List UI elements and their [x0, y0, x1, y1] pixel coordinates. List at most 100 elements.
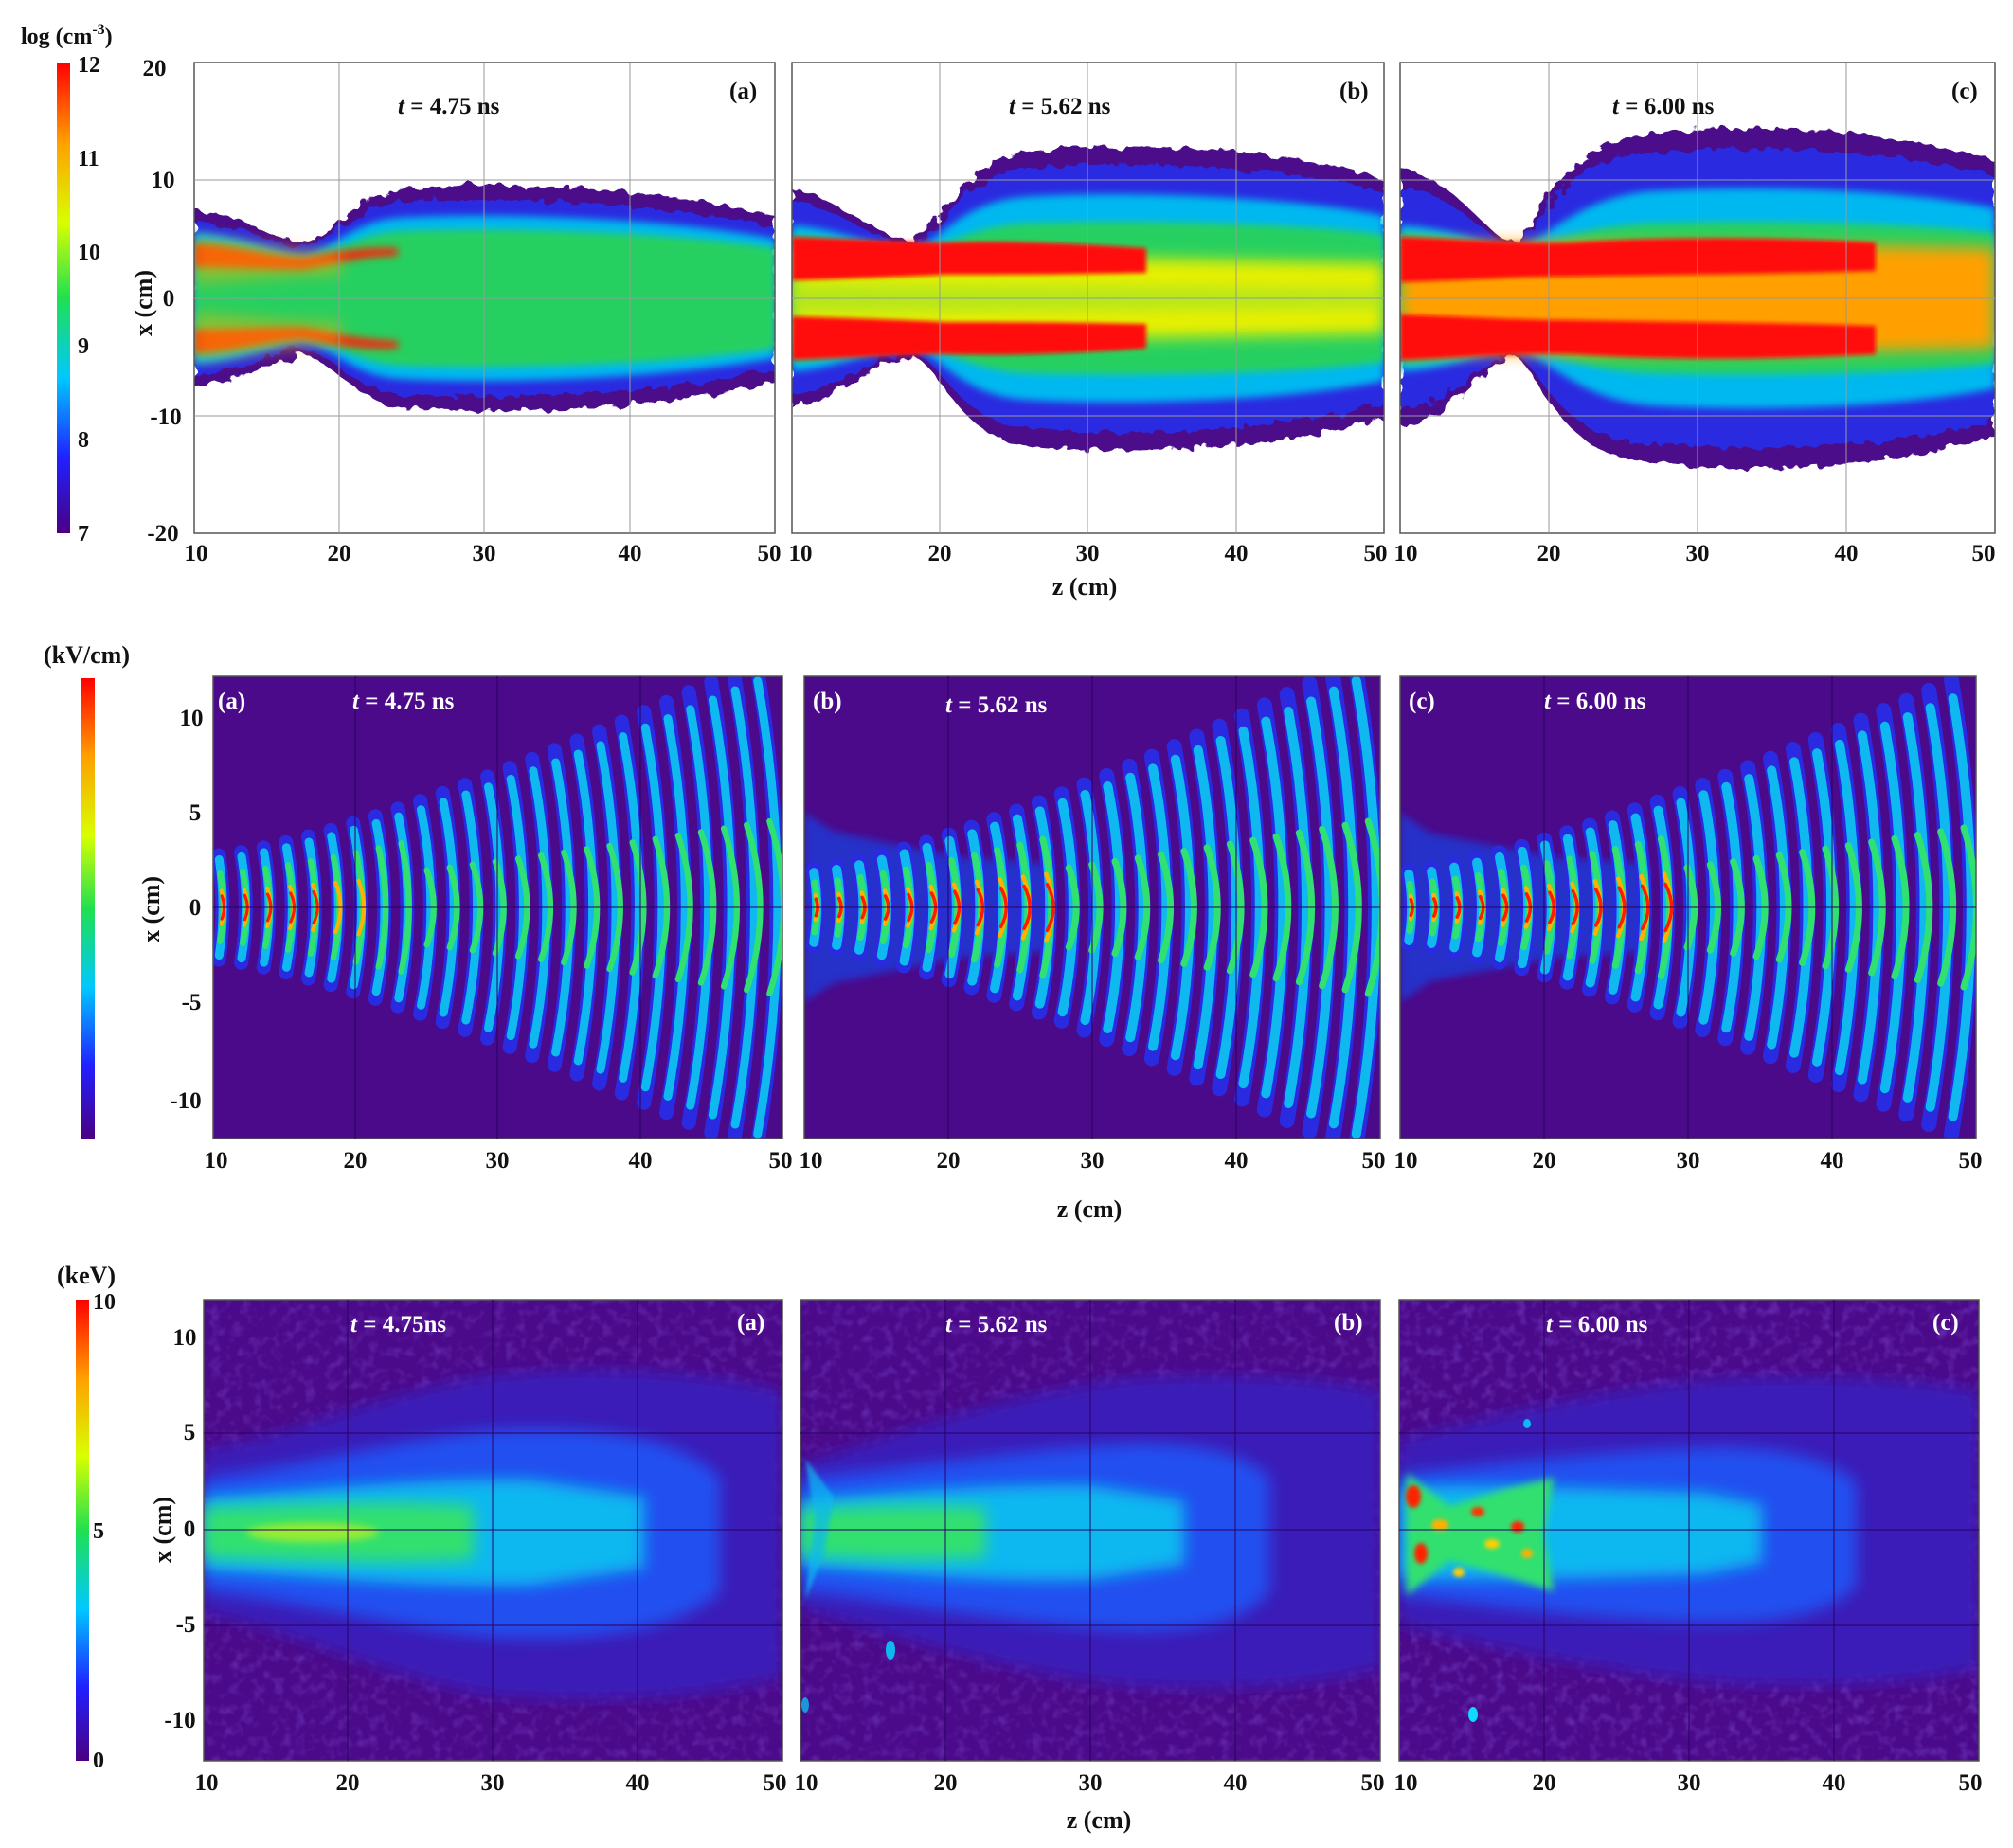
energy-panel-a-tag: (a): [737, 1310, 764, 1336]
field-panel-a-time: t = 4.75 ns: [352, 689, 455, 714]
field-y-tick: -5: [182, 990, 202, 1015]
energy-x-axis-label: z (cm): [1067, 1806, 1132, 1834]
field-c-x-tick: 20: [1533, 1148, 1556, 1174]
energy-y-tick: -10: [164, 1708, 195, 1733]
energy-panel-a-time: t = 4.75ns: [350, 1312, 446, 1337]
density-c-x-tick: 20: [1537, 541, 1561, 566]
energy-colorbar-gradient: [76, 1300, 89, 1761]
energy-panel-c-hotspots: [1406, 1485, 1533, 1577]
energy-cb-tick: 10: [93, 1290, 116, 1315]
energy-b-x-tick: 10: [795, 1770, 818, 1796]
energy-b-x-tick: 50: [1361, 1770, 1385, 1796]
energy-a-x-tick: 50: [764, 1770, 787, 1796]
density-panel-c-time: t = 6.00 ns: [1612, 94, 1715, 119]
density-y-tick: 0: [163, 286, 175, 312]
density-y-tick: -20: [147, 521, 178, 547]
energy-row: (keV) 10 5 0 x (cm) 10 5 0 -5 -10 z (cm)…: [57, 1262, 1983, 1834]
field-colorbar: (kV/cm): [44, 641, 130, 1139]
field-colorbar-label: (kV/cm): [44, 641, 130, 669]
energy-c-x-tick: 20: [1533, 1770, 1556, 1796]
density-panel-b-time: t = 5.62 ns: [1009, 94, 1111, 119]
field-panel-b-time: t = 5.62 ns: [945, 692, 1048, 718]
density-b-x-tick: 40: [1225, 541, 1249, 566]
field-y-tick: 10: [180, 706, 204, 731]
energy-a-x-tick: 10: [195, 1770, 219, 1796]
field-panel-b-grid: [804, 676, 1380, 1139]
field-a-x-tick: 40: [629, 1148, 653, 1174]
energy-c-x-tick: 50: [1959, 1770, 1983, 1796]
energy-y-tick: 0: [184, 1516, 196, 1542]
density-c-x-tick: 50: [1972, 541, 1996, 566]
field-c-x-tick: 40: [1821, 1148, 1844, 1174]
field-panel-c-time: t = 6.00 ns: [1544, 689, 1646, 714]
density-c-x-tick: 10: [1394, 541, 1418, 566]
density-colorbar-gradient: [57, 63, 70, 533]
density-panel-a-tag: (a): [729, 79, 757, 104]
density-cb-tick: 10: [78, 241, 100, 265]
energy-panel-c-time: t = 6.00 ns: [1546, 1312, 1648, 1337]
energy-y-axis-label: x (cm): [149, 1497, 176, 1563]
field-y-axis-label: x (cm): [137, 876, 165, 942]
energy-c-x-tick: 30: [1678, 1770, 1701, 1796]
density-c-x-tick: 40: [1835, 541, 1859, 566]
energy-b-x-tick: 20: [934, 1770, 958, 1796]
density-panel-a-time: t = 4.75 ns: [398, 94, 500, 119]
energy-cb-tick: 5: [93, 1519, 104, 1544]
field-b-x-tick: 20: [937, 1148, 961, 1174]
field-x-axis-label: z (cm): [1057, 1195, 1123, 1223]
density-b-x-tick: 50: [1364, 541, 1388, 566]
density-b-x-tick: 20: [928, 541, 952, 566]
energy-c-x-tick: 10: [1394, 1770, 1418, 1796]
density-a-x-tick: 10: [185, 541, 208, 566]
density-a-x-tick: 30: [473, 541, 496, 566]
energy-b-x-tick: 30: [1079, 1770, 1103, 1796]
energy-c-x-tick: 40: [1823, 1770, 1846, 1796]
field-panel-c-tag: (c): [1409, 689, 1435, 714]
field-row: (kV/cm) x (cm) 10 5 0 -5 -10 z (cm) (a) …: [44, 641, 1983, 1223]
field-panel-a-tag: (a): [218, 689, 245, 714]
density-b-x-tick: 10: [789, 541, 813, 566]
field-b-x-tick: 30: [1081, 1148, 1105, 1174]
density-y-tick: 10: [152, 168, 175, 193]
density-y-axis-label: x (cm): [130, 270, 157, 336]
energy-a-x-tick: 20: [336, 1770, 360, 1796]
density-y-tick: 20: [143, 56, 167, 81]
field-panel-b-tag: (b): [813, 689, 842, 714]
field-wavefront: [1364, 817, 1380, 997]
field-c-x-tick: 30: [1677, 1148, 1700, 1174]
field-b-x-tick: 50: [1362, 1148, 1386, 1174]
field-wavefront: [1960, 824, 1976, 991]
density-c-x-tick: 30: [1686, 541, 1710, 566]
density-panel-c-grid: [1400, 63, 1995, 533]
energy-panel-c-grid: [1399, 1300, 1979, 1761]
density-y-tick: -10: [150, 404, 181, 430]
field-y-tick: -10: [170, 1088, 201, 1114]
energy-colorbar-label: (keV): [57, 1262, 116, 1289]
energy-b-x-tick: 40: [1224, 1770, 1248, 1796]
energy-panel-b-time: t = 5.62 ns: [945, 1312, 1048, 1337]
field-y-tick: 0: [189, 895, 202, 921]
density-cb-tick: 12: [78, 53, 100, 78]
density-cb-tick: 11: [78, 147, 99, 171]
field-b-x-tick: 40: [1225, 1148, 1249, 1174]
density-cb-tick: 8: [78, 428, 89, 453]
field-panel-c-grid: [1400, 676, 1976, 1139]
field-colorbar-gradient: [81, 678, 95, 1139]
density-a-x-tick: 20: [328, 541, 351, 566]
energy-y-tick: 10: [173, 1325, 197, 1351]
field-a-x-tick: 30: [486, 1148, 510, 1174]
energy-panel-b-grid: [800, 1300, 1380, 1761]
density-colorbar-label: log (cm-3): [21, 22, 113, 49]
field-a-x-tick: 10: [205, 1148, 228, 1174]
energy-panel-a-grid: [204, 1300, 782, 1761]
field-wavefront: [766, 817, 782, 997]
density-panel-a-grid: [194, 63, 775, 533]
field-b-x-tick: 10: [800, 1148, 823, 1174]
density-a-x-tick: 40: [619, 541, 642, 566]
density-b-x-tick: 30: [1076, 541, 1100, 566]
energy-panel-c-tag: (c): [1932, 1310, 1959, 1336]
field-a-x-tick: 50: [769, 1148, 793, 1174]
density-panel-c-tag: (c): [1951, 79, 1978, 104]
field-y-tick: 5: [189, 800, 202, 826]
energy-y-tick: 5: [184, 1420, 196, 1445]
